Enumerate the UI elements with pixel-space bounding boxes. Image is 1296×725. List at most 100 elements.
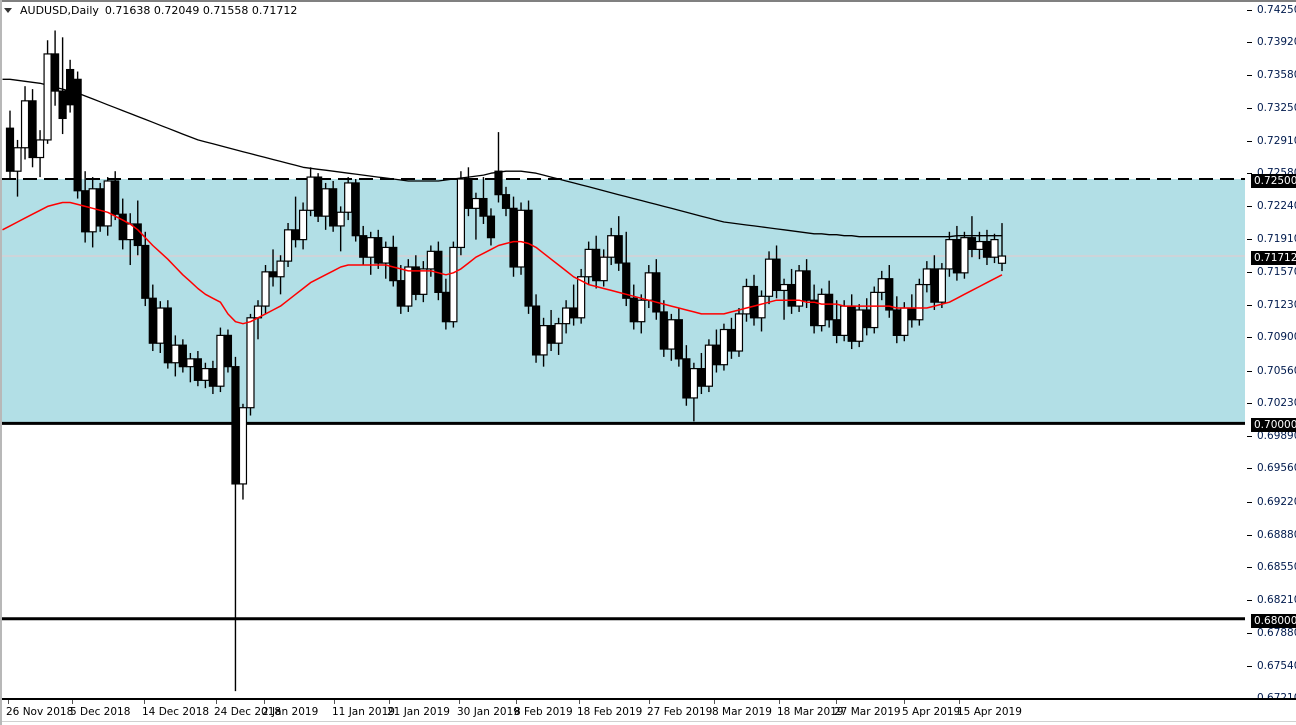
candle: [464, 167, 473, 217]
candle: [58, 37, 67, 135]
date-label: 8 Mar 2019: [712, 706, 772, 718]
candle: [577, 268, 586, 324]
date-label: 15 Apr 2019: [957, 706, 1022, 718]
date-label: 27 Mar 2019: [834, 706, 901, 718]
candle: [329, 180, 338, 232]
price-tick-mark: [1247, 665, 1252, 667]
candle: [5, 110, 15, 180]
triangle-down-icon[interactable]: [4, 7, 12, 13]
price-tick-mark: [1247, 140, 1252, 142]
candle: [802, 259, 811, 309]
candle: [501, 186, 511, 217]
candle: [246, 313, 255, 416]
date-tick-mark: [144, 700, 145, 704]
candle: [614, 216, 623, 271]
candle: [13, 139, 22, 197]
ohlc-values-label: 0.71638 0.72049 0.71558 0.71712: [104, 3, 298, 17]
candle: [449, 241, 458, 328]
price-tick-mark: [1247, 42, 1252, 44]
candle: [855, 304, 864, 348]
window-top-border: [0, 0, 1296, 2]
candle: [50, 30, 60, 106]
date-tick-mark: [904, 700, 905, 704]
date-label: 2 Jan 2019: [262, 706, 319, 718]
candle: [997, 223, 1007, 272]
date-tick-mark: [216, 700, 217, 704]
date-label: 11 Jan 2019: [332, 706, 395, 718]
candle: [73, 71, 82, 199]
price-tick-mark: [1247, 567, 1252, 569]
date-tick-mark: [459, 700, 460, 704]
date-label: 8 Feb 2019: [514, 706, 573, 718]
price-tick-mark: [1247, 271, 1252, 273]
candle: [554, 317, 563, 355]
time-axis[interactable]: 26 Nov 2018 5 Dec 2018 14 Dec 2018 24 Dec 2…: [2, 698, 1296, 725]
date-tick-mark: [264, 700, 265, 704]
zone-layer: [2, 179, 1245, 424]
date-label: 24 Dec 2018: [214, 706, 282, 718]
price-tick-mark: [1247, 337, 1252, 339]
candle: [389, 235, 398, 287]
price-tick-mark: [1247, 468, 1252, 470]
candle: [306, 167, 315, 217]
candle: [479, 177, 488, 224]
price-tag-level-resistance[interactable]: 0.72500: [1251, 174, 1296, 189]
date-label: 27 Feb 2019: [647, 706, 713, 718]
candle: [516, 202, 526, 275]
candle: [494, 132, 503, 203]
price-tick-mark: [1247, 305, 1252, 307]
date-label: 21 Jan 2019: [387, 706, 450, 718]
candle: [772, 245, 781, 299]
chart-header: AUDUSD,Daily 0.71638 0.72049 0.71558 0.7…: [4, 3, 297, 17]
date-tick-mark: [8, 700, 9, 704]
price-tag-level-floor[interactable]: 0.68000: [1251, 613, 1296, 628]
candle: [719, 323, 729, 371]
date-label: 18 Mar 2019: [777, 706, 844, 718]
candle: [509, 196, 518, 277]
candle: [870, 286, 879, 334]
price-tag-level-support[interactable]: 0.70000: [1251, 418, 1296, 433]
candle: [336, 206, 345, 252]
supply-demand-zone: [2, 179, 1245, 424]
candle: [817, 288, 826, 332]
candle: [990, 233, 999, 264]
price-tick-mark: [1247, 534, 1252, 536]
price-tag-current-price[interactable]: 0.71712: [1251, 251, 1296, 266]
price-plot-area[interactable]: [2, 2, 1245, 698]
candle: [223, 329, 233, 373]
price-tick-mark: [1247, 173, 1252, 175]
price-tick-mark: [1247, 436, 1252, 438]
date-label: 14 Dec 2018: [142, 706, 210, 718]
date-tick-mark: [959, 700, 960, 704]
date-tick-mark: [579, 700, 580, 704]
price-levels-layer: [2, 178, 1245, 621]
price-tick-mark: [1247, 370, 1252, 372]
date-tick-mark: [714, 700, 715, 704]
candle: [276, 255, 285, 295]
price-tick-mark: [1247, 402, 1252, 404]
candle: [637, 294, 646, 334]
date-label: 26 Nov 2018: [6, 706, 74, 718]
candle: [404, 259, 413, 312]
date-tick-mark: [836, 700, 837, 704]
price-tick-mark: [1247, 206, 1252, 208]
candle: [43, 40, 52, 144]
candle: [674, 308, 683, 367]
candle: [28, 89, 37, 168]
price-tick-mark: [1247, 10, 1252, 11]
